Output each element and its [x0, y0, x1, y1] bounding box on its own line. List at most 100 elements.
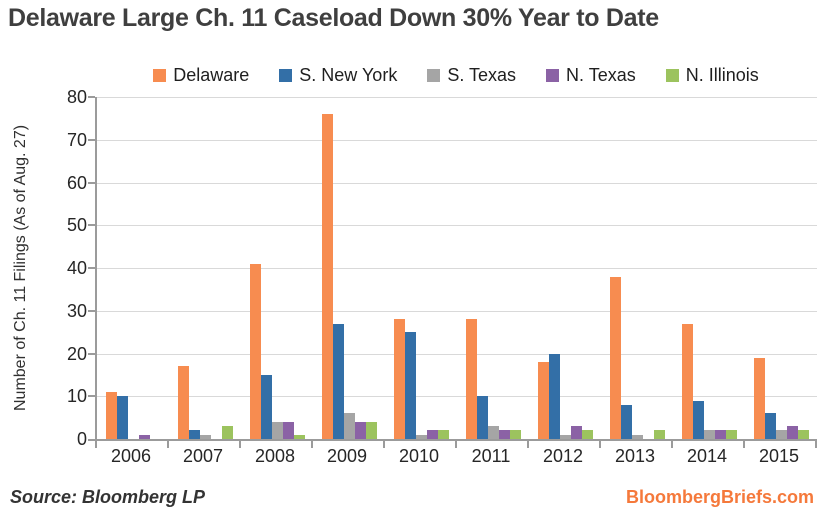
- gridline-30: [97, 310, 817, 312]
- gridline-20: [97, 353, 817, 355]
- x-tick-label-2009: 2009: [326, 446, 368, 466]
- y-axis-tick: [88, 224, 95, 227]
- chart-legend: Delaware S. New York S. Texas N. Texas N. Il…: [95, 62, 817, 88]
- bar-n-illinois-2010: [437, 430, 449, 439]
- bar-delaware-2013: [609, 276, 621, 439]
- bar-s-new-york-2009: [332, 323, 344, 439]
- bar-n-illinois-2007: [221, 426, 233, 439]
- gridline-10: [97, 396, 817, 398]
- x-axis-tick: [311, 441, 313, 448]
- bar-delaware-2011: [465, 319, 477, 439]
- bar-s-texas-2013: [631, 434, 643, 439]
- bar-s-new-york-2013: [620, 404, 632, 439]
- bar-group-2007: [169, 97, 241, 439]
- bar-group-2013: [601, 97, 673, 439]
- bar-s-texas-2012: [559, 434, 571, 439]
- bar-n-illinois-2012: [581, 430, 593, 439]
- y-axis-tick-labels: 0 10 20 30 40 50 60 70 80: [0, 87, 87, 449]
- bar-delaware-2010: [393, 319, 405, 439]
- bar-n-illinois-2009: [365, 421, 377, 439]
- bar-n-illinois-2011: [509, 430, 521, 439]
- bar-n-texas-2008: [282, 421, 294, 439]
- bloomberg-briefs-link[interactable]: BloombergBriefs.com: [625, 487, 814, 507]
- y-tick-label-0: 0: [76, 429, 87, 449]
- x-axis-tick: [455, 441, 457, 448]
- x-tick-label-2013: 2013: [614, 446, 656, 466]
- x-axis-tick: [95, 441, 97, 448]
- x-axis-tick-labels: 2006 2007 2008 2009 2010 2011 2012 2013 2014 2015: [95, 446, 815, 467]
- legend-swatch-icon: [546, 68, 560, 82]
- bar-group-2015: [745, 97, 817, 439]
- bar-n-illinois-2008: [293, 434, 305, 439]
- y-axis-tick: [88, 439, 95, 441]
- bar-group-2010: [385, 97, 457, 439]
- y-axis-tick: [88, 181, 95, 184]
- legend-swatch-icon: [153, 68, 167, 82]
- legend-item-s-new-york: S. New York: [279, 65, 397, 86]
- bar-n-illinois-2014: [725, 430, 737, 439]
- plot-area: [88, 96, 817, 448]
- bar-group-2009: [313, 97, 385, 439]
- x-axis-tick: [743, 441, 745, 448]
- bar-s-texas-2014: [703, 430, 715, 439]
- bar-s-texas-2015: [775, 430, 787, 439]
- x-axis-tick: [527, 441, 529, 448]
- y-axis-tick: [88, 267, 95, 269]
- legend-label: Delaware: [173, 64, 250, 85]
- bar-s-new-york-2014: [692, 400, 704, 439]
- x-tick-label-2012: 2012: [542, 446, 584, 466]
- y-tick-label-50: 50: [66, 215, 87, 236]
- x-axis-tick: [383, 441, 385, 448]
- bar-n-texas-2009: [354, 421, 366, 439]
- y-axis-tick: [88, 352, 95, 355]
- x-tick-label-2008: 2008: [254, 446, 296, 466]
- legend-item-n-illinois: N. Illinois: [665, 64, 759, 86]
- gridline-50: [97, 225, 817, 227]
- bar-n-texas-2015: [786, 426, 798, 439]
- legend-swatch-icon: [427, 68, 441, 82]
- legend-item-delaware: Delaware: [153, 65, 249, 86]
- bar-s-texas-2011: [487, 426, 499, 439]
- bar-delaware-2012: [537, 362, 549, 439]
- bar-group-2008: [241, 97, 313, 439]
- y-tick-label-10: 10: [66, 386, 87, 407]
- bar-s-new-york-2012: [548, 353, 560, 439]
- legend-swatch-icon: [279, 68, 293, 82]
- bar-n-texas-2011: [498, 430, 510, 439]
- bar-s-texas-2008: [271, 421, 283, 439]
- x-axis-tick: [239, 441, 241, 448]
- bar-s-texas-2009: [343, 413, 355, 439]
- legend-label: N. Illinois: [685, 64, 759, 85]
- bar-s-new-york-2010: [404, 332, 416, 439]
- y-axis-tick: [88, 309, 95, 312]
- legend-item-n-texas: N. Texas: [546, 65, 636, 86]
- bar-delaware-2008: [249, 263, 261, 439]
- gridline-40: [97, 268, 817, 269]
- bar-delaware-2007: [177, 366, 189, 439]
- legend-swatch-icon: [665, 68, 679, 82]
- y-axis-tick: [88, 395, 95, 398]
- x-axis-tick: [599, 441, 601, 448]
- x-tick-label-2006: 2006: [110, 446, 152, 466]
- bar-delaware-2009: [321, 114, 333, 439]
- bar-delaware-2014: [681, 323, 693, 439]
- y-axis-tick: [88, 138, 95, 141]
- bar-group-2012: [529, 97, 601, 439]
- legend-label: S. New York: [299, 64, 398, 85]
- x-axis-tick: [167, 441, 169, 448]
- gridline-80: [97, 97, 817, 98]
- bar-n-illinois-2015: [797, 430, 809, 439]
- x-tick-label-2010: 2010: [398, 446, 440, 466]
- legend-label: S. Texas: [447, 64, 517, 85]
- legend-item-s-texas: S. Texas: [427, 65, 516, 86]
- y-tick-label-70: 70: [66, 129, 87, 150]
- y-tick-label-20: 20: [66, 343, 87, 364]
- bar-s-texas-2007: [199, 434, 211, 439]
- bar-n-texas-2010: [426, 430, 438, 439]
- bar-n-texas-2014: [714, 430, 726, 439]
- bar-group-2014: [673, 97, 745, 439]
- bar-n-texas-2006: [138, 434, 150, 439]
- bar-s-new-york-2015: [764, 413, 776, 439]
- bar-s-new-york-2011: [476, 396, 488, 439]
- bar-s-new-york-2008: [260, 374, 272, 439]
